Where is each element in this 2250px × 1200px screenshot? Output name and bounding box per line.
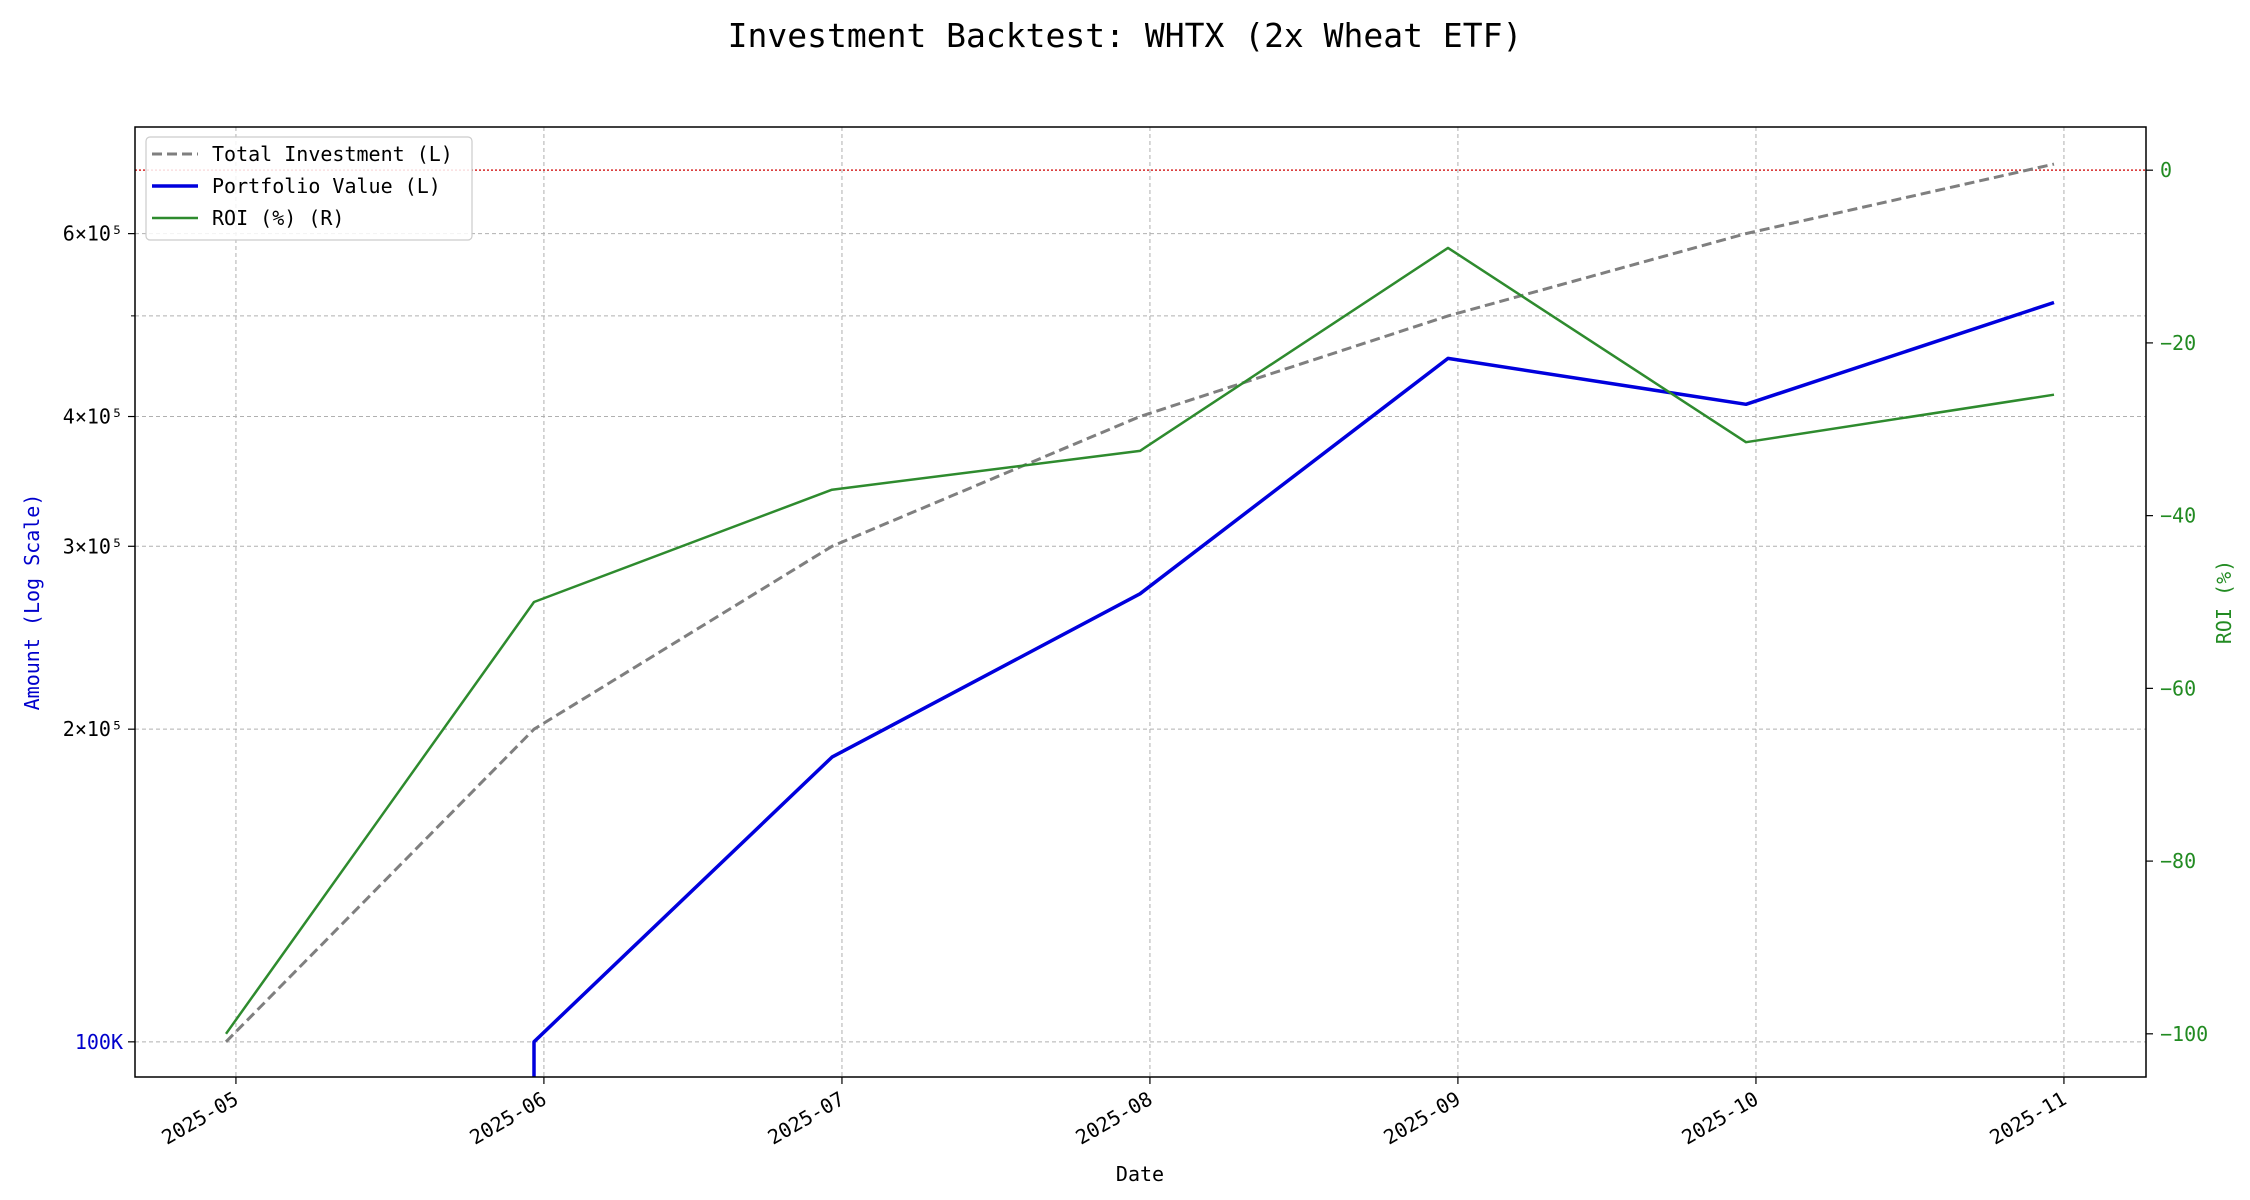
right-tick-label: −80 (2160, 849, 2196, 873)
left-y-axis: 100K 2×10⁵ 3×10⁵ 4×10⁵ 6×10⁵ (63, 222, 135, 1054)
left-y-axis-label: Amount (Log Scale) (20, 494, 44, 711)
right-tick-label: 0 (2160, 158, 2172, 182)
left-tick-label: 6×10⁵ (63, 222, 123, 246)
x-axis: 2025-05 2025-06 2025-07 2025-08 2025-09 2025-… (157, 1077, 2070, 1149)
x-tick-label: 2025-06 (465, 1087, 550, 1150)
right-tick-label: −100 (2160, 1022, 2208, 1046)
left-tick-label: 2×10⁵ (63, 717, 123, 741)
x-tick-label: 2025-11 (1985, 1087, 2070, 1150)
series-line-2 (224, 246, 2055, 1035)
legend-label: Total Investment (L) (212, 142, 453, 166)
right-tick-label: −40 (2160, 504, 2196, 528)
left-tick-label: 3×10⁵ (63, 534, 123, 558)
legend-label: Portfolio Value (L) (212, 174, 441, 198)
right-y-axis-label: ROI (%) (2212, 560, 2236, 644)
left-tick-label: 100K (75, 1030, 123, 1054)
x-tick-label: 2025-09 (1379, 1087, 1464, 1150)
x-tick-label: 2025-08 (1071, 1087, 1156, 1150)
x-tick-label: 2025-07 (763, 1087, 848, 1150)
series-lines (224, 162, 2055, 1077)
right-tick-label: −60 (2160, 676, 2196, 700)
left-tick-label: 4×10⁵ (63, 405, 123, 429)
plot-frame (134, 126, 2147, 1078)
x-axis-label: Date (1116, 1162, 1164, 1186)
right-tick-label: −20 (2160, 331, 2196, 355)
legend: Total Investment (L) Portfolio Value (L) R… (145, 136, 473, 241)
series-line-0 (224, 162, 2055, 1043)
right-y-axis: 0 −20 −40 −60 −80 −100 (2146, 158, 2208, 1046)
x-tick-label: 2025-10 (1677, 1087, 1762, 1150)
grid (135, 127, 2146, 1077)
x-tick-label: 2025-05 (157, 1087, 242, 1150)
legend-box (145, 136, 473, 241)
series-line-1 (532, 300, 2055, 1077)
chart-title: Investment Backtest: WHTX (2x Wheat ETF) (728, 16, 1523, 55)
legend-label: ROI (%) (R) (212, 206, 344, 230)
